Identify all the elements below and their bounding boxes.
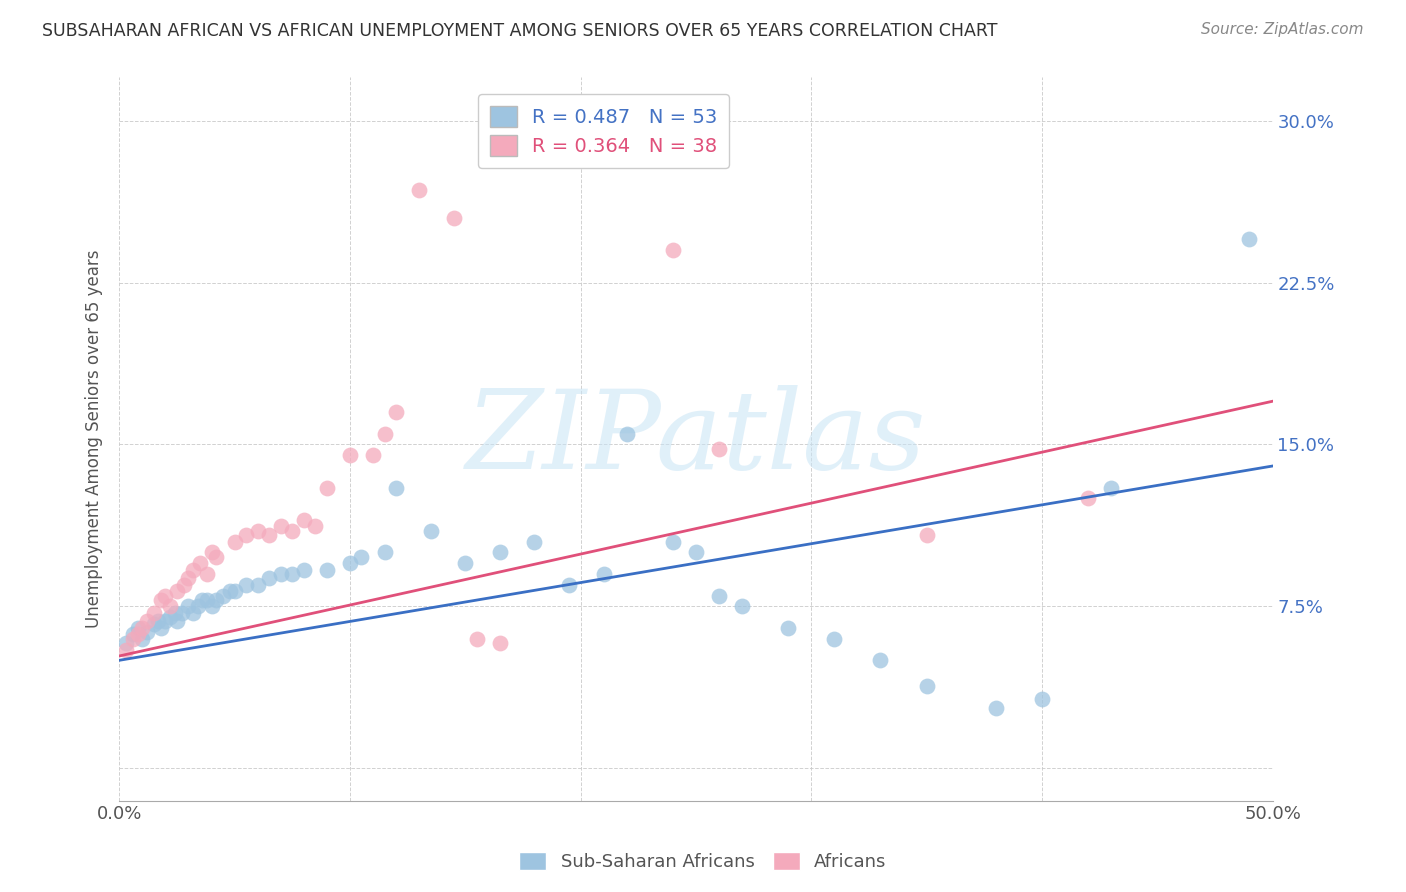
Point [662,243,685,257]
Point [408,183,430,197]
Point [373,545,395,559]
Point [188,556,211,570]
Point [142,616,165,631]
Point [281,524,304,538]
Point [778,621,800,635]
Point [212,589,235,603]
Point [122,632,145,646]
Point [304,519,326,533]
Point [155,589,177,603]
Point [181,606,204,620]
Point [159,610,181,624]
Point [558,578,581,592]
Point [191,592,214,607]
Y-axis label: Unemployment Among Seniors over 65 years: Unemployment Among Seniors over 65 years [86,250,103,628]
Point [489,545,512,559]
Point [195,566,218,581]
Point [465,632,488,646]
Point [685,545,707,559]
Point [127,621,149,635]
Point [246,578,269,592]
Point [662,534,685,549]
Point [350,549,373,564]
Point [915,528,938,542]
Point [454,556,477,570]
Point [163,606,186,620]
Point [315,563,337,577]
Point [707,442,730,456]
Point [115,636,138,650]
Point [823,632,845,646]
Point [136,615,159,629]
Point [235,528,257,542]
Point [148,615,170,629]
Point [205,592,228,607]
Point [915,679,938,693]
Point [181,563,204,577]
Text: SUBSAHARAN AFRICAN VS AFRICAN UNEMPLOYMENT AMONG SENIORS OVER 65 YEARS CORRELATI: SUBSAHARAN AFRICAN VS AFRICAN UNEMPLOYME… [42,22,998,40]
Point [385,405,408,419]
Point [257,571,280,585]
Point [115,642,138,657]
Point [195,592,218,607]
Point [224,534,246,549]
Point [616,426,638,441]
Text: ZIPatlas: ZIPatlas [465,385,927,492]
Point [1077,491,1099,506]
Point [142,606,165,620]
Point [373,426,395,441]
Point [246,524,269,538]
Point [489,636,512,650]
Point [159,599,181,614]
Point [339,448,361,462]
Point [131,632,153,646]
Point [385,481,408,495]
Point [166,615,188,629]
Legend: R = 0.487   N = 53, R = 0.364   N = 38: R = 0.487 N = 53, R = 0.364 N = 38 [478,95,730,168]
Point [592,566,614,581]
Point [339,556,361,570]
Point [1239,232,1261,246]
Point [177,571,200,585]
Point [136,625,159,640]
Point [200,545,222,559]
Point [1099,481,1122,495]
Point [219,584,242,599]
Point [292,513,315,527]
Legend: Sub-Saharan Africans, Africans: Sub-Saharan Africans, Africans [512,845,894,879]
Point [281,566,304,581]
Point [1031,692,1053,706]
Point [731,599,754,614]
Point [170,606,193,620]
Point [869,653,891,667]
Point [235,578,257,592]
Point [149,621,172,635]
Point [131,621,153,635]
Text: Source: ZipAtlas.com: Source: ZipAtlas.com [1201,22,1364,37]
Point [122,627,145,641]
Point [127,627,149,641]
Point [149,592,172,607]
Point [361,448,384,462]
Point [315,481,337,495]
Point [292,563,315,577]
Point [224,584,246,599]
Point [984,700,1007,714]
Point [177,599,200,614]
Point [200,599,222,614]
Point [166,584,188,599]
Point [523,534,546,549]
Point [270,566,292,581]
Point [443,211,465,225]
Point [173,578,195,592]
Point [187,599,209,614]
Point [270,519,292,533]
Point [257,528,280,542]
Point [707,589,730,603]
Point [155,615,177,629]
Point [419,524,441,538]
Point [205,549,228,564]
